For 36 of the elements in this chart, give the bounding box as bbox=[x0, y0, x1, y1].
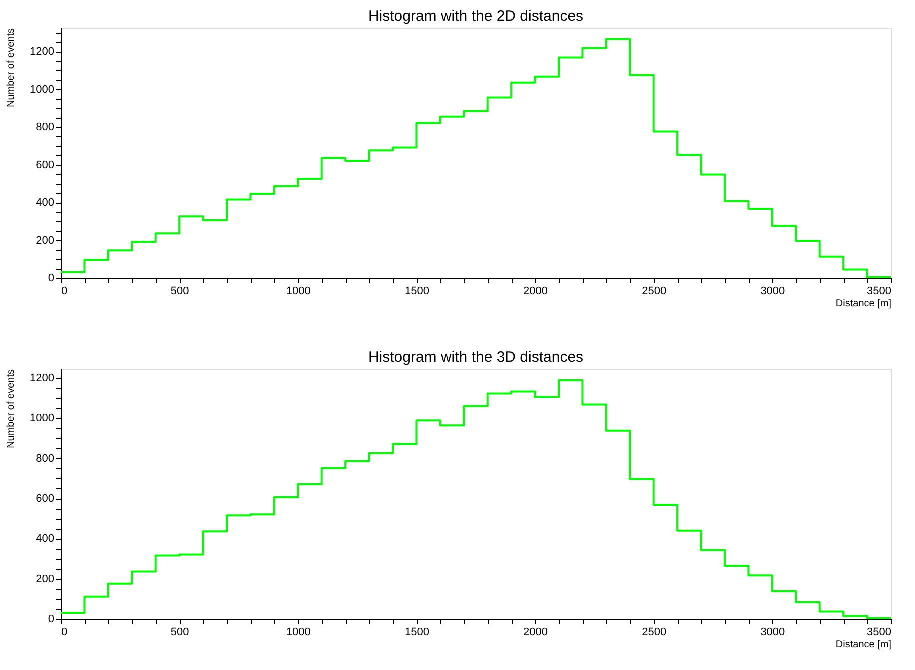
x-axis-title: Distance [m] bbox=[836, 640, 892, 650]
y-tick-label: 200 bbox=[36, 573, 54, 586]
x-tick-label: 2000 bbox=[524, 626, 548, 638]
y-axis-title: Number of events bbox=[6, 28, 18, 108]
x-tick-label: 2500 bbox=[642, 626, 667, 638]
x-tick-label: 500 bbox=[170, 286, 190, 298]
x-tick-label: 1500 bbox=[404, 626, 430, 638]
y-tick-label: 800 bbox=[36, 122, 54, 134]
y-tick-label: 200 bbox=[36, 234, 54, 247]
y-tick-label: 1200 bbox=[30, 372, 54, 385]
x-tick-label: 3500 bbox=[867, 286, 892, 298]
y-tick-label: 400 bbox=[36, 197, 54, 210]
y-tick-label: 400 bbox=[36, 533, 54, 546]
y-tick-label: 0 bbox=[48, 272, 54, 284]
chart-title: Histogram with the 3D distances bbox=[368, 349, 584, 366]
x-tick-label: 2500 bbox=[642, 286, 667, 298]
y-axis-title: Number of events bbox=[6, 370, 18, 448]
x-axis-title: Distance [m] bbox=[836, 298, 892, 310]
x-tick-label: 1000 bbox=[286, 286, 311, 298]
y-tick-label: 1000 bbox=[30, 412, 54, 425]
y-tick-label: 0 bbox=[48, 614, 54, 626]
y-tick-label: 800 bbox=[36, 452, 54, 465]
x-tick-label: 0 bbox=[62, 626, 68, 638]
chart-title: Histogram with the 2D distances bbox=[368, 8, 584, 25]
y-tick-label: 600 bbox=[36, 493, 54, 506]
y-tick-label: 1200 bbox=[30, 46, 54, 58]
y-tick-label: 600 bbox=[36, 159, 54, 172]
x-tick-label: 0 bbox=[62, 286, 68, 298]
x-tick-label: 500 bbox=[170, 626, 190, 638]
x-tick-label: 1000 bbox=[286, 626, 311, 638]
y-tick-label: 1000 bbox=[30, 84, 54, 96]
x-tick-label: 3000 bbox=[760, 626, 786, 638]
x-tick-label: 2000 bbox=[524, 286, 548, 298]
x-tick-label: 3000 bbox=[760, 286, 786, 298]
x-tick-label: 1500 bbox=[404, 286, 430, 298]
x-tick-label: 3500 bbox=[867, 626, 892, 638]
